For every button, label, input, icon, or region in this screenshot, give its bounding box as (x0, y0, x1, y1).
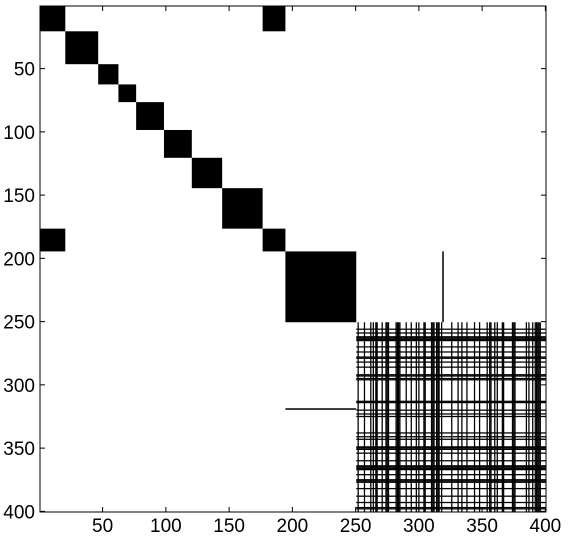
dense-row (356, 495, 546, 497)
axes-frame (39, 5, 547, 513)
block-7 (191, 157, 223, 189)
block-5 (136, 102, 164, 130)
dense-row (356, 401, 546, 404)
y-tick-label: 250 (3, 313, 35, 334)
dense-row (356, 338, 546, 340)
y-tick-label: 50 (14, 60, 35, 81)
x-tick-label: 350 (466, 516, 498, 537)
dense-row (356, 465, 546, 467)
x-tick-label: 100 (150, 516, 182, 537)
dense-row (356, 339, 546, 342)
y-tick-label: 300 (3, 376, 35, 397)
dense-row (356, 357, 546, 359)
x-tick-label: 150 (213, 516, 245, 537)
dense-row (356, 377, 546, 380)
y-tick-label: 150 (3, 186, 35, 207)
dense-row (356, 346, 546, 348)
dense-row (356, 361, 546, 363)
block-1 (40, 6, 66, 32)
dense-row (356, 479, 546, 481)
x-tick-label: 250 (340, 516, 372, 537)
block-2 (65, 31, 99, 65)
dense-row (356, 438, 546, 440)
block-6 (163, 129, 192, 158)
dense-row (356, 466, 546, 468)
dense-row (356, 328, 546, 330)
block-4 (118, 84, 137, 103)
y-tick-label: 400 (3, 502, 35, 523)
dense-row (356, 400, 546, 402)
dense-row (356, 468, 546, 471)
dense-row (356, 460, 546, 462)
x-tick-label: 200 (277, 516, 309, 537)
dense-row (356, 374, 546, 376)
dense-row (356, 452, 546, 454)
x-tick-label: 400 (530, 516, 562, 537)
dense-row (356, 447, 546, 449)
block-9 (262, 228, 286, 252)
dense-row (356, 467, 546, 469)
dense-row (356, 337, 546, 339)
dense-row (356, 415, 546, 418)
dense-row (356, 506, 546, 509)
dense-row (356, 501, 546, 504)
x-tick-label: 300 (403, 516, 435, 537)
block-8 (222, 188, 263, 229)
dense-row (356, 379, 546, 381)
dense-row (356, 448, 546, 451)
dense-row (356, 351, 546, 353)
dense-row (356, 366, 546, 368)
dense-row (356, 356, 546, 358)
dense-row (356, 436, 546, 438)
dense-row (356, 336, 546, 338)
dense-row (356, 481, 546, 483)
block-10 (285, 251, 357, 323)
dense-row (356, 446, 546, 448)
dense-row (356, 480, 546, 482)
dense-region (356, 322, 546, 512)
x-tick-label: 50 (92, 516, 113, 537)
dense-row (356, 487, 546, 490)
y-tick-label: 200 (3, 249, 35, 270)
plot-area (40, 6, 546, 512)
dense-row (356, 332, 546, 334)
dense-row (356, 508, 546, 510)
y-tick-label: 100 (3, 123, 35, 144)
vertical-line (442, 251, 444, 323)
dense-row (356, 413, 546, 415)
horizontal-line (285, 408, 357, 410)
offdiag-left (40, 228, 66, 252)
dense-row (356, 409, 546, 411)
offdiag-top (262, 6, 286, 32)
block-3 (98, 64, 119, 85)
dense-row (356, 432, 546, 434)
dense-row (356, 375, 546, 377)
y-tick-label: 350 (3, 439, 35, 460)
axes: 50 100 150 200 250 300 350 400 50 100 150 200 250 300… (3, 5, 562, 537)
dense-row (356, 474, 546, 476)
